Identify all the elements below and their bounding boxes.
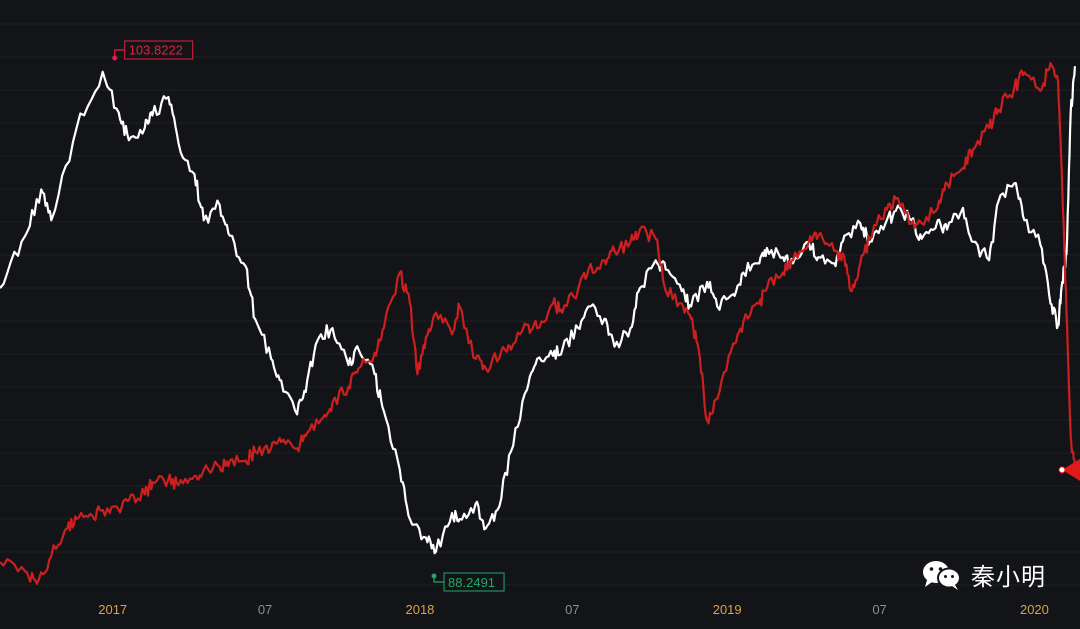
watermark: 秦小明 [921,557,1046,592]
series-lines [0,62,1076,585]
x-axis: 2017 07 2018 07 2019 07 2020 [98,602,1049,617]
max-callout: 103.8222 [112,40,194,61]
max-point-marker [112,55,118,61]
max-leader-line [114,49,125,58]
min-point-marker [431,573,437,579]
series-line-red [0,62,1076,585]
series-line-white [0,66,1076,555]
watermark-text: 秦小明 [971,563,1046,591]
min-callout: 88.2491 [431,572,505,592]
x-tick-label: 2018 [405,602,434,617]
last-value-dot [1058,466,1066,474]
max-label-box [124,40,194,60]
min-label-box [443,572,505,592]
x-tick-label: 2019 [713,602,742,617]
grid-lines [0,23,1080,586]
max-label: 103.8222 [129,43,183,58]
min-label: 88.2491 [448,575,495,590]
x-tick-label: 07 [258,602,272,617]
last-value-marker [1062,458,1080,481]
x-tick-label: 2017 [98,602,127,617]
callout-labels: 103.8222 88.2491 [112,40,505,592]
x-tick-label: 07 [872,602,886,617]
wechat-icon [923,560,961,590]
x-tick-label: 07 [565,602,579,617]
markers [1058,458,1080,481]
x-tick-label: 2020 [1020,602,1049,617]
